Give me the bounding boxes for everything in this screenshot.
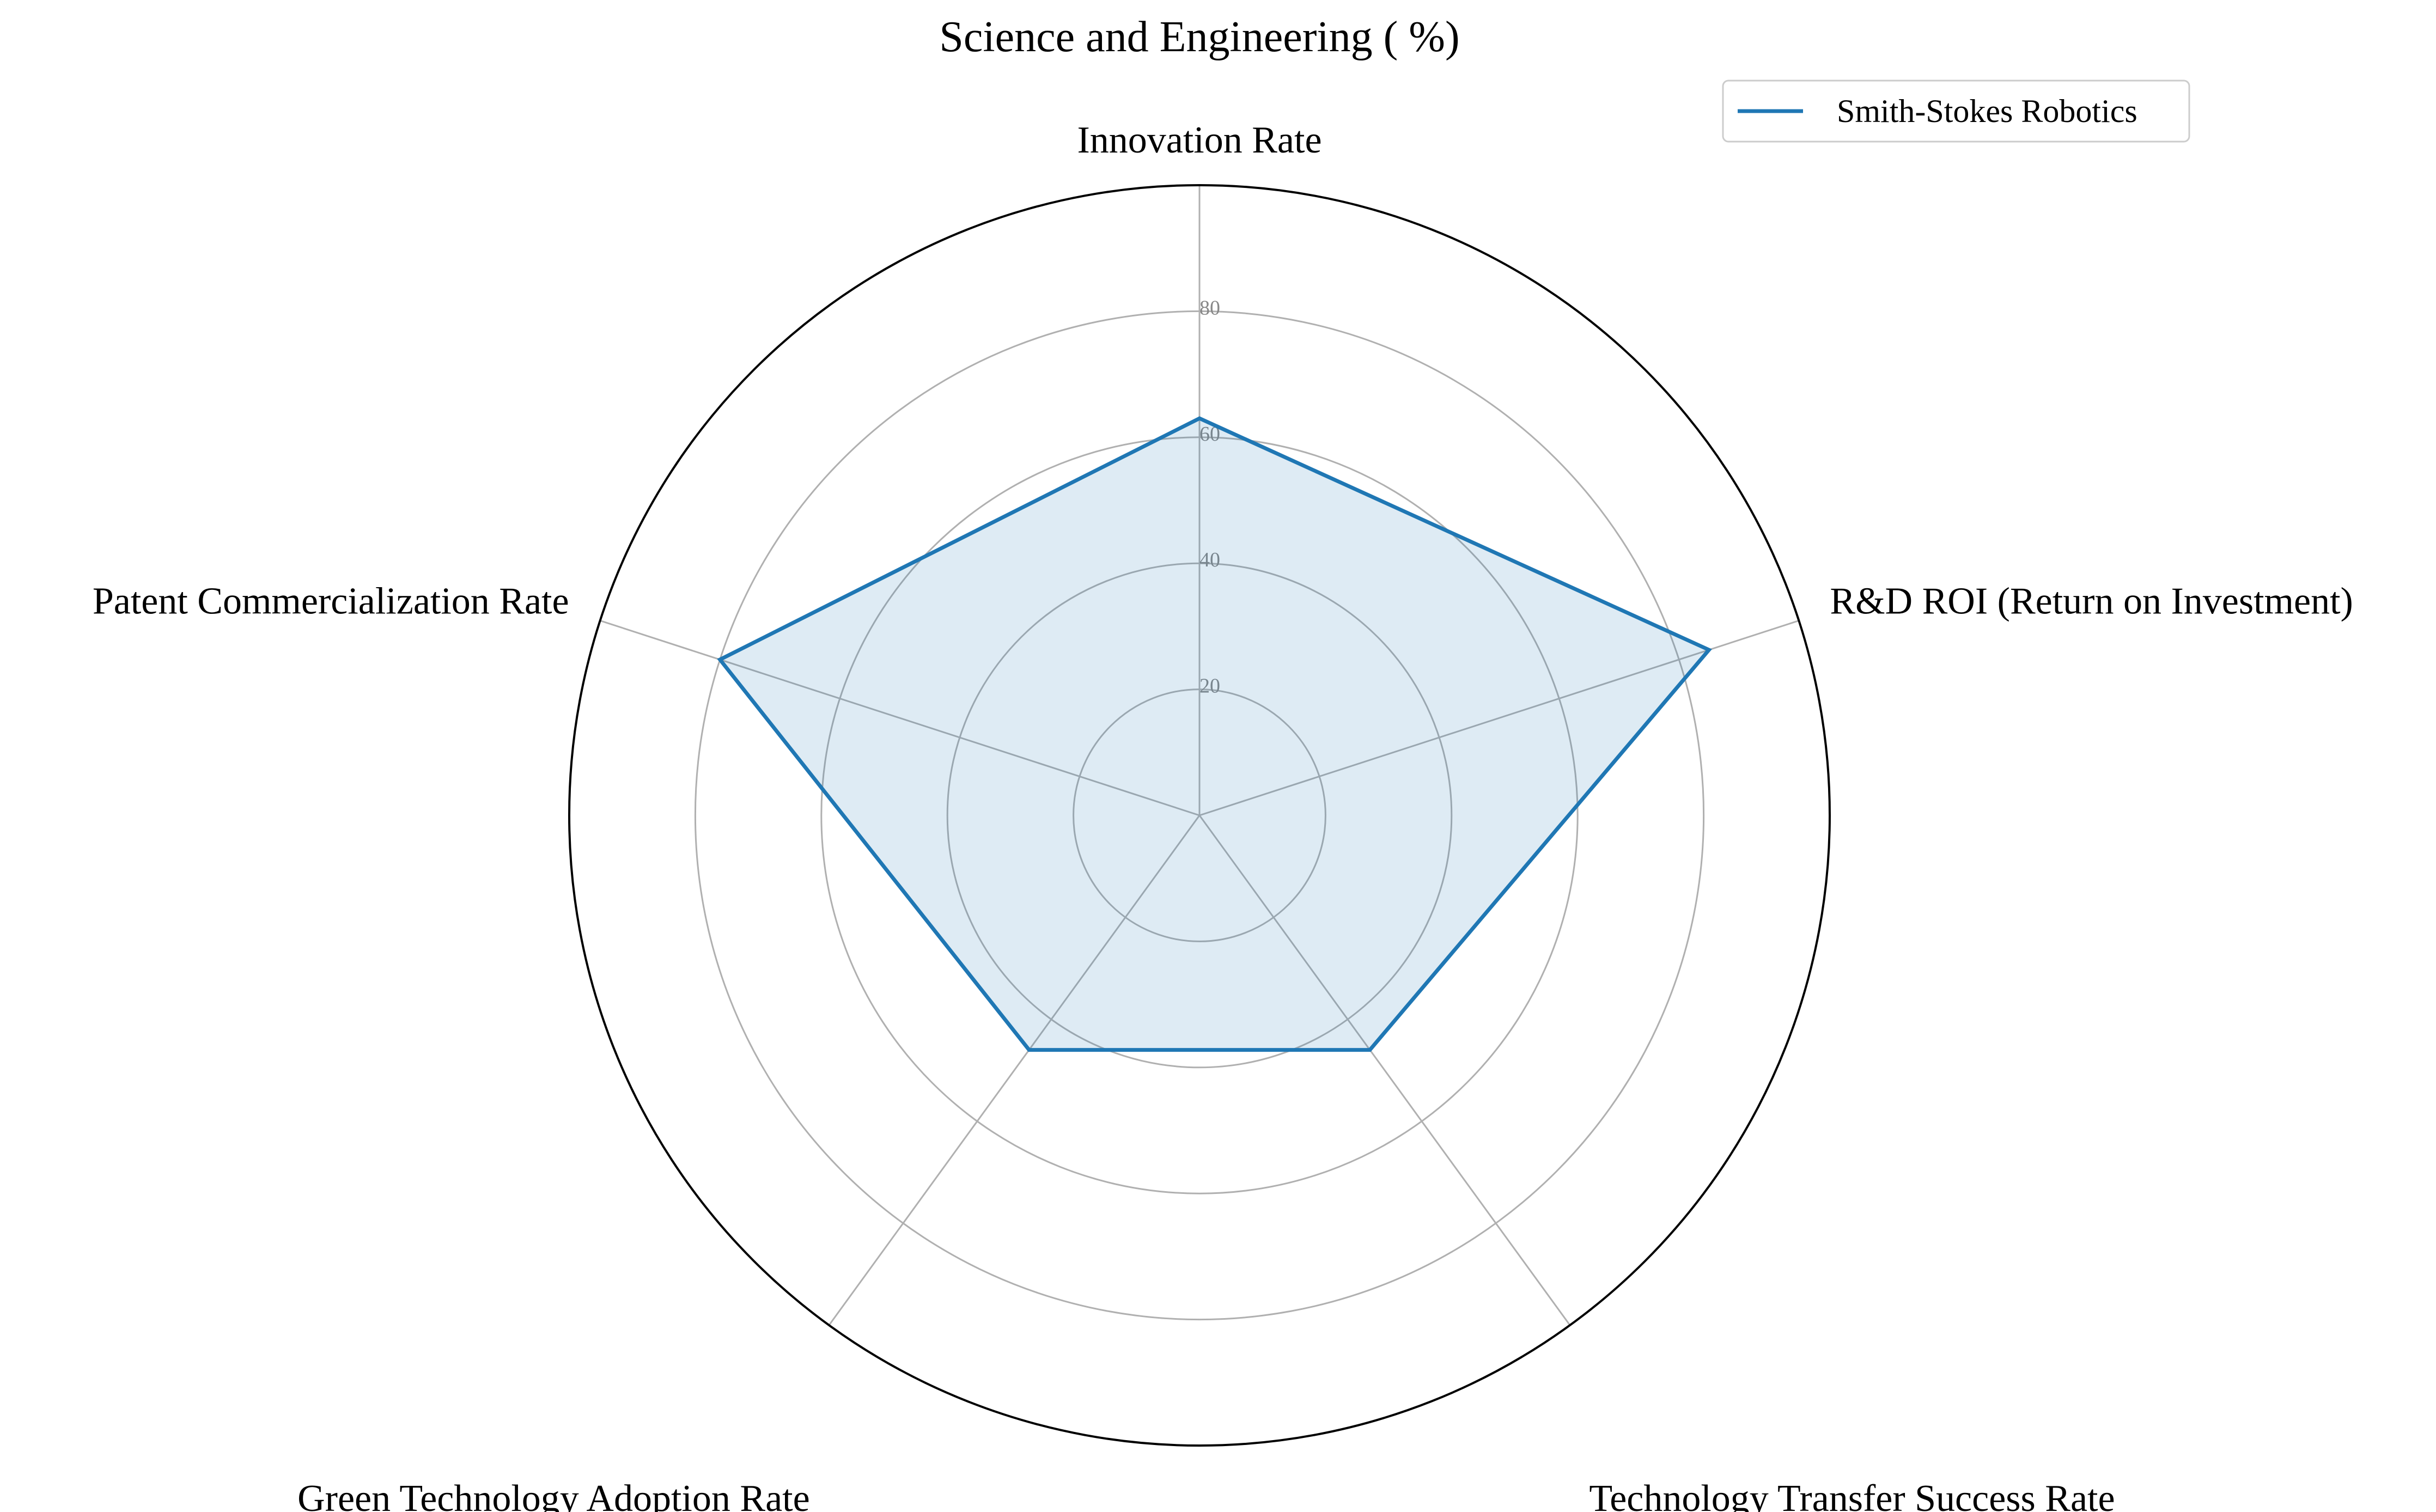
grid-spoke-4 (600, 620, 1200, 816)
axis-label-2: Technology Transfer Success Rate (1589, 1478, 2115, 1512)
legend: Smith-Stokes Robotics (1722, 80, 2190, 143)
legend-entry-label: Smith-Stokes Robotics (1837, 93, 2137, 129)
radar-labels: Innovation Rate R&D ROI (Return on Invest… (93, 119, 2353, 1512)
chart-title: Science and Engineering ( %) (939, 13, 1459, 61)
grid-spoke-1 (1199, 620, 1799, 816)
grid-spoke-3 (828, 815, 1201, 1326)
radial-tick-label: 80 (1199, 296, 1220, 319)
axis-label-1: R&D ROI (Return on Investment) (1830, 580, 2353, 622)
grid-spoke-2 (1198, 815, 1571, 1326)
legend-frame (1722, 80, 2190, 143)
outer-frame (568, 184, 1831, 1447)
radar-series (717, 416, 1712, 1052)
series-area-0 (720, 418, 1709, 1050)
series-line-0 (717, 416, 1712, 1052)
axis-label-3: Green Technology Adoption Rate (297, 1478, 810, 1512)
radial-tick-label: 40 (1199, 548, 1220, 571)
axis-label-4: Patent Commercialization Rate (93, 580, 569, 622)
radial-tick-label: 20 (1199, 675, 1220, 698)
axis-label-0: Innovation Rate (1077, 119, 1321, 161)
